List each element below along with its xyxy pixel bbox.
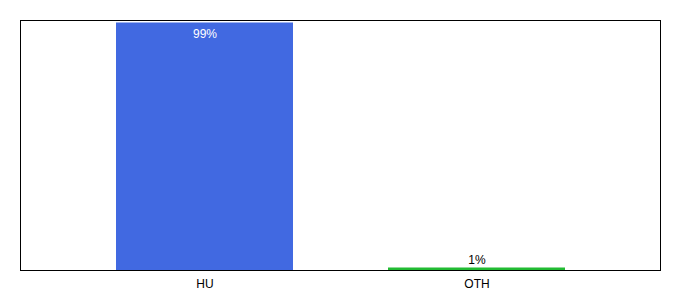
- svg-text:99%: 99%: [193, 27, 217, 41]
- svg-text:1%: 1%: [468, 253, 486, 267]
- svg-text:OTH: OTH: [464, 277, 489, 291]
- svg-text:HU: HU: [196, 277, 213, 291]
